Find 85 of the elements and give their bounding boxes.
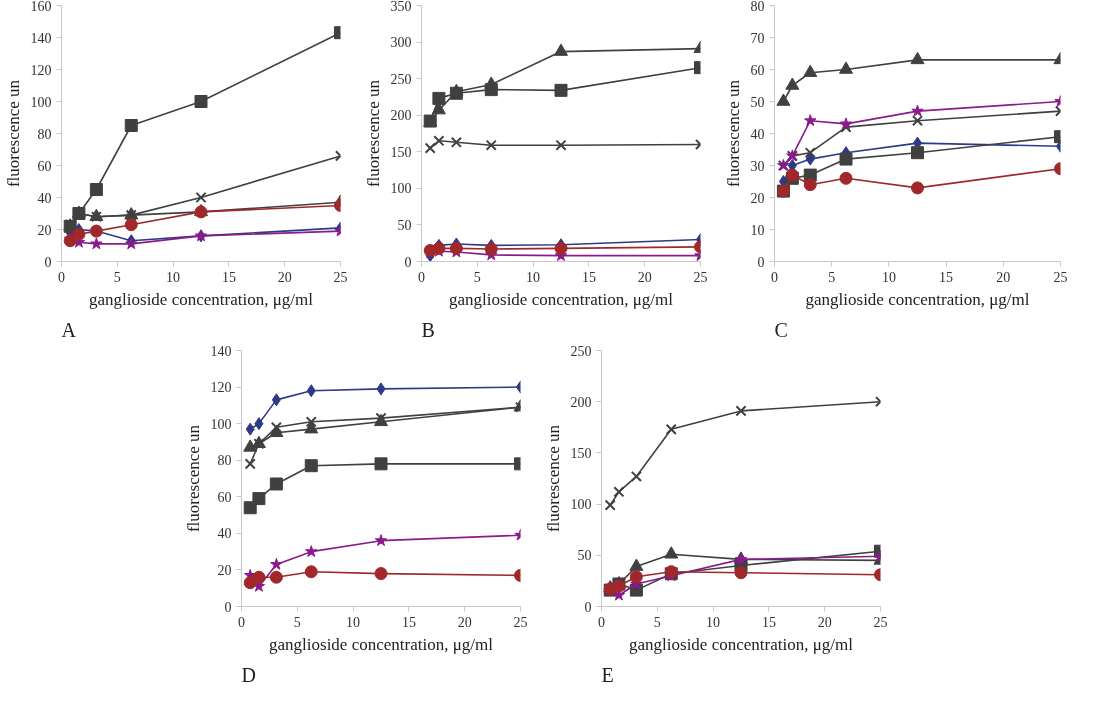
x-tick-label: 5 (653, 614, 661, 630)
x-axis-title: ganglioside concentration, μg/ml (629, 634, 854, 654)
x-tick-label: 20 (996, 269, 1011, 285)
y-tick-label: 60 (750, 62, 765, 78)
y-tick-label: 0 (224, 599, 232, 615)
y-tick-label: 100 (570, 497, 592, 513)
y-tick-label: 0 (44, 254, 52, 270)
x-tick-label: 10 (881, 269, 896, 285)
x-tick-label: 15 (401, 614, 416, 630)
x-axis-title: ganglioside concentration, μg/ml (269, 634, 494, 654)
y-tick-label: 100 (210, 416, 232, 432)
y-tick-label: 0 (584, 599, 592, 615)
y-axis-title: fluorescence un (363, 79, 383, 188)
x-tick-label: 0 (771, 269, 778, 285)
y-tick-label: 120 (30, 62, 52, 78)
y-tick-label: 250 (390, 71, 412, 87)
y-axis-title: fluorescence un (183, 424, 203, 533)
y-tick-label: 40 (217, 526, 232, 542)
x-tick-label: 15 (221, 269, 236, 285)
text: D (241, 663, 256, 686)
y-tick-label: 200 (390, 108, 412, 124)
y-tick-label: 140 (210, 343, 232, 359)
y-tick-label: 160 (30, 0, 52, 14)
y-tick-label: 40 (37, 190, 52, 206)
y-tick-label: 20 (217, 562, 232, 578)
y-tick-label: 100 (390, 181, 412, 197)
x-tick-label: 25 (873, 614, 888, 630)
y-tick-label: 40 (750, 126, 765, 142)
x-tick-label: 20 (817, 614, 832, 630)
x-axis-title: ganglioside concentration, μg/ml (449, 289, 674, 309)
y-axis-title: fluorescence un (543, 424, 563, 533)
x-tick-label: 0 (598, 614, 605, 630)
y-tick-label: 150 (390, 144, 412, 160)
x-tick-label: 15 (761, 614, 776, 630)
y-tick-label: 80 (37, 126, 52, 142)
x-tick-label: 25 (513, 614, 528, 630)
x-tick-label: 20 (277, 269, 292, 285)
x-tick-label: 15 (581, 269, 596, 285)
y-tick-label: 250 (570, 343, 592, 359)
x-tick-label: 0 (418, 269, 425, 285)
text: C (774, 318, 788, 341)
y-tick-label: 350 (390, 0, 412, 14)
y-tick-label: 20 (750, 190, 765, 206)
y-tick-label: 20 (37, 222, 52, 238)
x-tick-label: 5 (113, 269, 121, 285)
y-tick-label: 60 (37, 158, 52, 174)
y-tick-label: 200 (570, 394, 592, 410)
y-tick-label: 140 (30, 30, 52, 46)
x-tick-label: 25 (693, 269, 708, 285)
x-tick-label: 0 (238, 614, 245, 630)
x-axis-title: ganglioside concentration, μg/ml (805, 289, 1030, 309)
x-tick-label: 0 (58, 269, 65, 285)
y-tick-label: 0 (757, 254, 765, 270)
y-tick-label: 50 (577, 548, 592, 564)
text: B (421, 318, 435, 341)
y-tick-label: 300 (390, 35, 412, 51)
x-tick-label: 10 (706, 614, 721, 630)
y-tick-label: 80 (217, 453, 232, 469)
y-tick-label: 50 (397, 217, 412, 233)
y-axis-title: fluorescence un (3, 79, 23, 188)
y-tick-label: 0 (404, 254, 412, 270)
x-tick-label: 20 (457, 614, 472, 630)
x-tick-label: 5 (828, 269, 836, 285)
x-tick-label: 25 (333, 269, 348, 285)
text: A (61, 318, 77, 341)
x-tick-label: 10 (526, 269, 541, 285)
x-tick-label: 10 (346, 614, 361, 630)
x-tick-label: 5 (473, 269, 481, 285)
x-tick-label: 25 (1053, 269, 1068, 285)
x-axis-title: ganglioside concentration, μg/ml (89, 289, 314, 309)
y-tick-label: 30 (750, 158, 765, 174)
x-tick-label: 10 (166, 269, 181, 285)
y-tick-label: 50 (750, 94, 765, 110)
x-tick-label: 15 (939, 269, 954, 285)
x-tick-label: 20 (637, 269, 652, 285)
y-tick-label: 100 (30, 94, 52, 110)
y-tick-label: 10 (750, 222, 765, 238)
y-axis-title: fluorescence un (723, 79, 743, 188)
y-tick-label: 70 (750, 30, 765, 46)
y-tick-label: 80 (750, 0, 765, 14)
x-tick-label: 5 (293, 614, 301, 630)
y-tick-label: 60 (217, 489, 232, 505)
y-tick-label: 120 (210, 380, 232, 396)
y-tick-label: 150 (570, 445, 592, 461)
text: E (601, 663, 614, 686)
